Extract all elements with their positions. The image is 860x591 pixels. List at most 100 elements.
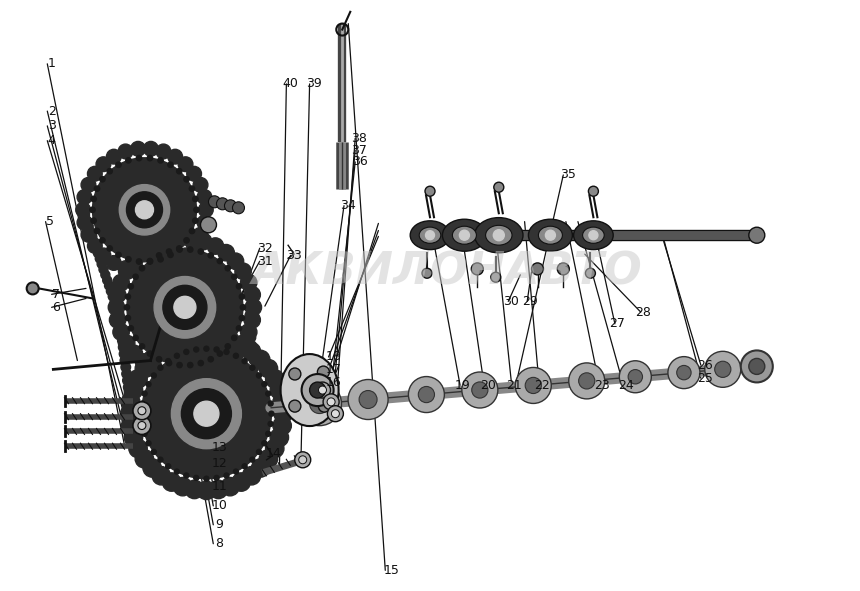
Circle shape — [152, 342, 170, 361]
Circle shape — [233, 353, 238, 358]
Circle shape — [91, 243, 101, 252]
Circle shape — [128, 326, 133, 331]
Circle shape — [137, 259, 142, 264]
Circle shape — [138, 421, 146, 430]
Circle shape — [199, 203, 213, 217]
Circle shape — [175, 469, 180, 474]
Text: 21: 21 — [507, 379, 522, 392]
Circle shape — [177, 247, 182, 252]
Text: 36: 36 — [352, 155, 367, 168]
Circle shape — [318, 386, 327, 394]
Circle shape — [248, 333, 255, 342]
Text: 15: 15 — [384, 564, 399, 577]
Circle shape — [156, 261, 171, 275]
Circle shape — [144, 264, 158, 278]
Circle shape — [250, 457, 255, 462]
Circle shape — [166, 249, 172, 254]
Circle shape — [225, 344, 230, 349]
Circle shape — [197, 215, 212, 230]
Circle shape — [491, 272, 501, 282]
Circle shape — [705, 351, 740, 387]
Circle shape — [253, 394, 261, 402]
Circle shape — [95, 254, 104, 263]
Circle shape — [328, 405, 343, 422]
Circle shape — [194, 177, 208, 192]
Circle shape — [251, 372, 259, 380]
Circle shape — [174, 332, 192, 350]
Circle shape — [166, 359, 171, 363]
Circle shape — [242, 359, 247, 363]
Circle shape — [317, 366, 329, 378]
Circle shape — [147, 351, 152, 356]
Circle shape — [243, 342, 261, 361]
Text: 26: 26 — [697, 359, 713, 372]
Circle shape — [171, 379, 242, 449]
Circle shape — [198, 249, 204, 254]
Circle shape — [139, 401, 144, 406]
Circle shape — [214, 475, 219, 480]
Text: 31: 31 — [257, 255, 273, 268]
Circle shape — [231, 335, 236, 340]
Circle shape — [248, 341, 256, 349]
Ellipse shape — [452, 226, 476, 244]
Circle shape — [252, 387, 261, 395]
Circle shape — [115, 316, 125, 326]
Circle shape — [168, 252, 173, 258]
Circle shape — [158, 457, 163, 462]
Circle shape — [588, 186, 599, 196]
Circle shape — [174, 478, 192, 496]
Circle shape — [146, 382, 151, 387]
Circle shape — [426, 230, 434, 240]
Circle shape — [119, 342, 128, 352]
Circle shape — [193, 196, 198, 202]
Circle shape — [208, 356, 213, 362]
Circle shape — [133, 417, 150, 434]
Circle shape — [163, 285, 207, 329]
Ellipse shape — [574, 221, 613, 249]
Text: 3: 3 — [47, 119, 56, 132]
Circle shape — [198, 361, 204, 366]
Circle shape — [176, 246, 182, 251]
Circle shape — [232, 202, 244, 214]
Circle shape — [323, 394, 339, 410]
Circle shape — [197, 328, 216, 346]
Circle shape — [178, 157, 193, 171]
Circle shape — [557, 263, 569, 275]
Circle shape — [154, 277, 216, 338]
Text: АКВИЛОНАВТО: АКВИЛОНАВТО — [252, 251, 642, 293]
Circle shape — [233, 469, 238, 474]
Text: 7: 7 — [52, 288, 60, 301]
Circle shape — [83, 216, 91, 225]
Text: 24: 24 — [618, 379, 634, 392]
Circle shape — [133, 335, 138, 340]
Circle shape — [96, 248, 111, 263]
Circle shape — [121, 417, 140, 435]
Ellipse shape — [442, 219, 487, 251]
Circle shape — [749, 227, 765, 243]
Circle shape — [208, 253, 213, 258]
Circle shape — [123, 376, 132, 385]
Circle shape — [114, 309, 124, 319]
Circle shape — [84, 222, 93, 230]
Circle shape — [116, 252, 121, 258]
Circle shape — [120, 404, 139, 423]
Circle shape — [126, 158, 131, 163]
Circle shape — [628, 369, 642, 384]
Circle shape — [110, 297, 119, 306]
Circle shape — [124, 428, 143, 447]
Circle shape — [251, 350, 270, 369]
Circle shape — [89, 207, 95, 213]
Text: 34: 34 — [341, 199, 356, 212]
Circle shape — [194, 228, 208, 242]
Ellipse shape — [528, 219, 573, 251]
Circle shape — [239, 294, 244, 299]
Circle shape — [142, 391, 147, 396]
Circle shape — [462, 372, 498, 408]
Circle shape — [244, 287, 261, 303]
Circle shape — [107, 246, 113, 251]
Circle shape — [318, 400, 330, 412]
Circle shape — [531, 263, 544, 275]
Circle shape — [137, 155, 142, 161]
Circle shape — [249, 356, 258, 365]
Circle shape — [619, 361, 651, 393]
